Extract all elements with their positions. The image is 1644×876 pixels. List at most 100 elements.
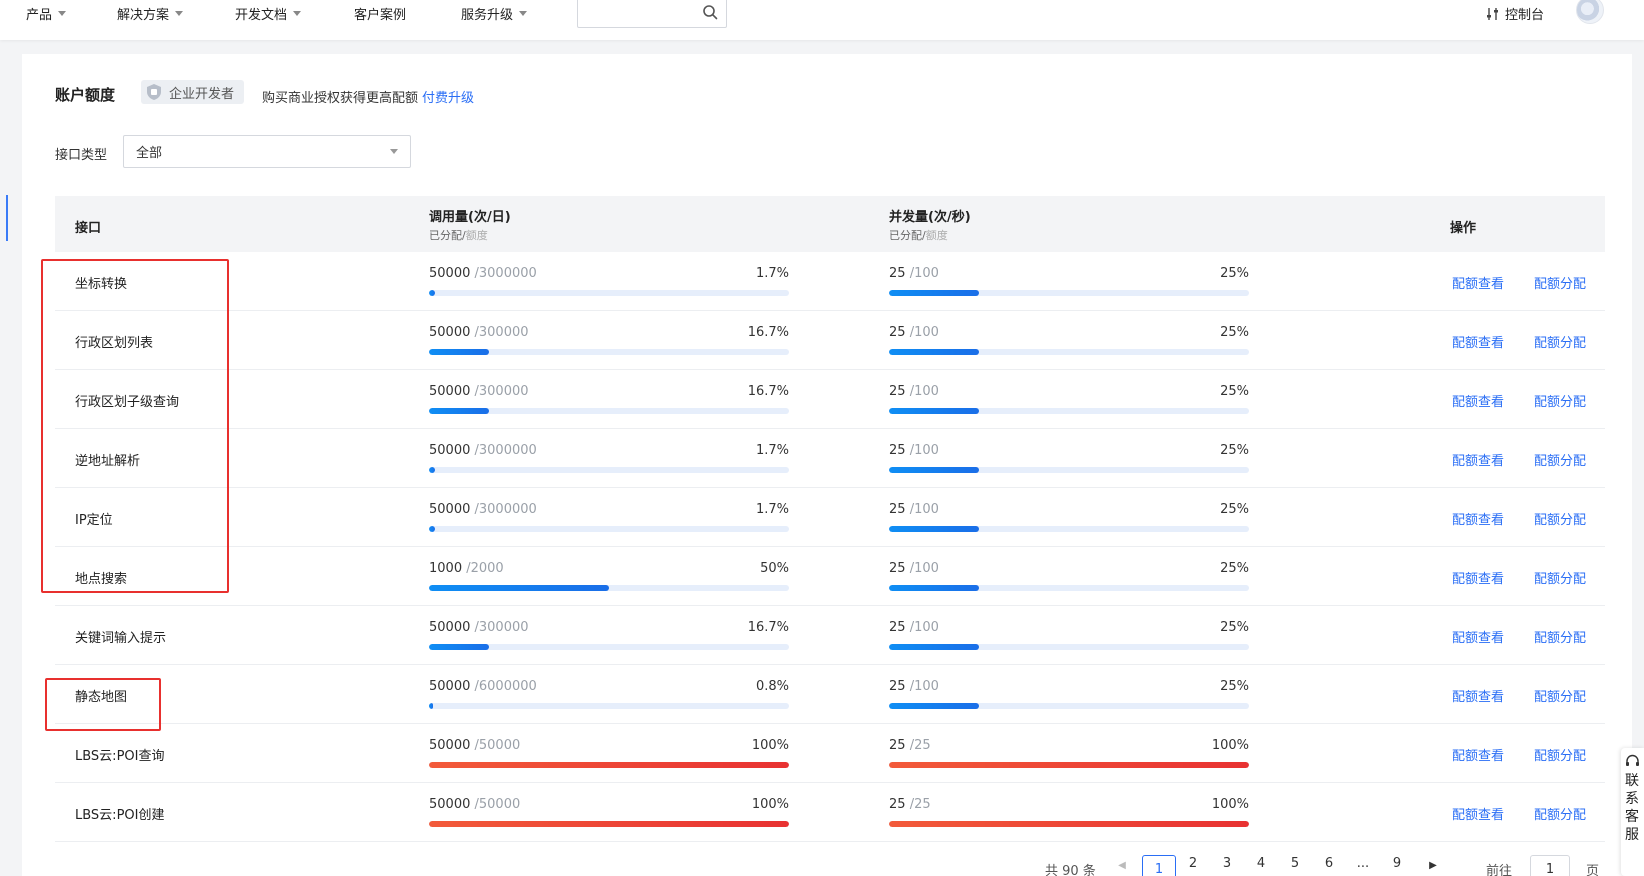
page-2[interactable]: 2 — [1188, 856, 1198, 871]
calls-value: 50000 /300000 — [429, 384, 529, 399]
quota-view-link[interactable]: 配额查看 — [1452, 277, 1505, 292]
calls-percent: 100% — [751, 738, 789, 753]
quota-view-link[interactable]: 配额查看 — [1452, 690, 1505, 705]
upgrade-link[interactable]: 付费升级 — [422, 91, 475, 106]
nav-item-cases[interactable]: 客户案例 — [354, 8, 407, 23]
table-row: IP定位 50000 /3000000 1.7% 25 /100 25% 配额查看 配额分配 — [55, 488, 1605, 547]
calls-progress-bar — [429, 408, 789, 414]
nav-item-service-upgrade[interactable]: 服务升级 — [461, 4, 528, 23]
table-header: 接口 调用量(次/日) 已分配/额度 并发量(次/秒) 已分配/额度 操作 — [55, 196, 1605, 252]
header-concurrency-sub: 已分配/额度 — [889, 229, 948, 242]
avatar[interactable] — [1576, 0, 1604, 24]
quota-view-link[interactable]: 配额查看 — [1452, 749, 1505, 764]
quota-view-link[interactable]: 配额查看 — [1452, 631, 1505, 646]
filter-label: 接口类型 — [55, 148, 108, 163]
page-6[interactable]: 6 — [1324, 856, 1334, 871]
quota-assign-link[interactable]: 配额分配 — [1534, 277, 1587, 292]
sliders-icon — [1487, 7, 1498, 20]
nav-item-docs[interactable]: 开发文档 — [235, 4, 302, 23]
quota-assign-link[interactable]: 配额分配 — [1534, 749, 1587, 764]
calls-value: 50000 /300000 — [429, 620, 529, 635]
concurrency-value: 25 /100 — [889, 384, 939, 399]
page-3[interactable]: 3 — [1222, 856, 1232, 871]
page-4[interactable]: 4 — [1256, 856, 1266, 871]
calls-usage: 50000 /50000 100% — [429, 738, 789, 774]
concurrency-progress-bar — [889, 585, 1249, 591]
calls-percent: 1.7% — [755, 443, 789, 458]
api-name: 地点搜索 — [75, 572, 128, 587]
concurrency-progress-bar — [889, 762, 1249, 768]
calls-percent: 100% — [751, 797, 789, 812]
nav-item-products[interactable]: 产品 — [26, 4, 67, 23]
quota-assign-link[interactable]: 配额分配 — [1534, 631, 1587, 646]
concurrency-percent: 25% — [1220, 502, 1249, 517]
concurrency-progress-fill — [889, 585, 979, 591]
api-name: 行政区划子级查询 — [75, 395, 180, 410]
annotation-box — [41, 259, 229, 593]
quota-assign-link[interactable]: 配额分配 — [1534, 454, 1587, 469]
calls-progress-fill — [429, 703, 434, 709]
api-name: LBS云:POI创建 — [75, 808, 165, 823]
api-type-select[interactable]: 全部 — [123, 135, 411, 168]
quota-assign-link[interactable]: 配额分配 — [1534, 395, 1587, 410]
chevron-down-icon — [390, 149, 398, 154]
concurrency-progress-fill — [889, 526, 979, 532]
quota-view-link[interactable]: 配额查看 — [1452, 572, 1505, 587]
customer-service-widget[interactable]: 联系客服 — [1621, 748, 1644, 876]
quota-view-link[interactable]: 配额查看 — [1452, 395, 1505, 410]
header-concurrency: 并发量(次/秒) — [889, 210, 971, 225]
quota-view-link[interactable]: 配额查看 — [1452, 513, 1505, 528]
table-row: 行政区划子级查询 50000 /300000 16.7% 25 /100 25% 配额查看… — [55, 370, 1605, 429]
nav-item-solutions[interactable]: 解决方案 — [117, 4, 184, 23]
concurrency-value: 25 /100 — [889, 561, 939, 576]
page-1[interactable]: 1 — [1142, 855, 1176, 876]
concurrency-progress-bar — [889, 526, 1249, 532]
concurrency-value: 25 /100 — [889, 443, 939, 458]
quota-view-link[interactable]: 配额查看 — [1452, 808, 1505, 823]
page-9[interactable]: 9 — [1392, 856, 1402, 871]
concurrency-percent: 25% — [1220, 620, 1249, 635]
table-row: 地点搜索 1000 /2000 50% 25 /100 25% 配额查看 配额分配 — [55, 547, 1605, 606]
console-link[interactable]: 控制台 — [1486, 4, 1544, 23]
concurrency-usage: 25 /100 25% — [889, 325, 1249, 361]
prev-page-icon[interactable]: ◀ — [1118, 860, 1126, 871]
calls-progress-fill — [429, 467, 436, 473]
calls-usage: 50000 /50000 100% — [429, 797, 789, 833]
concurrency-progress-fill — [889, 408, 979, 414]
concurrency-progress-bar — [889, 290, 1249, 296]
search-icon[interactable] — [702, 4, 718, 20]
quota-view-link[interactable]: 配额查看 — [1452, 454, 1505, 469]
calls-percent: 50% — [760, 561, 789, 576]
quota-assign-link[interactable]: 配额分配 — [1534, 336, 1587, 351]
quota-assign-link[interactable]: 配额分配 — [1534, 572, 1587, 587]
quota-view-link[interactable]: 配额查看 — [1452, 336, 1505, 351]
service-label: 联系客服 — [1625, 773, 1639, 843]
calls-usage: 50000 /300000 16.7% — [429, 325, 789, 361]
table-row: 行政区划列表 50000 /300000 16.7% 25 /100 25% 配额查看 配额… — [55, 311, 1605, 370]
search-input[interactable] — [577, 0, 727, 28]
next-page-icon[interactable]: ▶ — [1429, 860, 1437, 871]
header-calls-sub: 已分配/额度 — [429, 229, 488, 242]
calls-percent: 16.7% — [747, 620, 789, 635]
goto-label: 前往 — [1486, 864, 1513, 876]
calls-usage: 1000 /2000 50% — [429, 561, 789, 597]
quota-assign-link[interactable]: 配额分配 — [1534, 690, 1587, 705]
concurrency-percent: 25% — [1220, 679, 1249, 694]
api-name: 行政区划列表 — [75, 336, 154, 351]
calls-percent: 16.7% — [747, 325, 789, 340]
concurrency-usage: 25 /100 25% — [889, 620, 1249, 656]
concurrency-progress-fill — [889, 467, 979, 473]
api-name: 静态地图 — [75, 690, 128, 705]
goto-page-input[interactable]: 1 — [1530, 855, 1570, 876]
quota-assign-link[interactable]: 配额分配 — [1534, 808, 1587, 823]
concurrency-usage: 25 /100 25% — [889, 443, 1249, 479]
concurrency-usage: 25 /100 25% — [889, 561, 1249, 597]
page-ellipsis[interactable]: ... — [1356, 856, 1370, 871]
table-row: LBS云:POI创建 50000 /50000 100% 25 /25 100% 配额查看… — [55, 783, 1605, 842]
quota-assign-link[interactable]: 配额分配 — [1534, 513, 1587, 528]
table-row: LBS云:POI查询 50000 /50000 100% 25 /25 100% 配额查看… — [55, 724, 1605, 783]
concurrency-value: 25 /25 — [889, 797, 931, 812]
calls-progress-fill — [429, 821, 789, 827]
page-5[interactable]: 5 — [1290, 856, 1300, 871]
concurrency-percent: 100% — [1211, 738, 1249, 753]
